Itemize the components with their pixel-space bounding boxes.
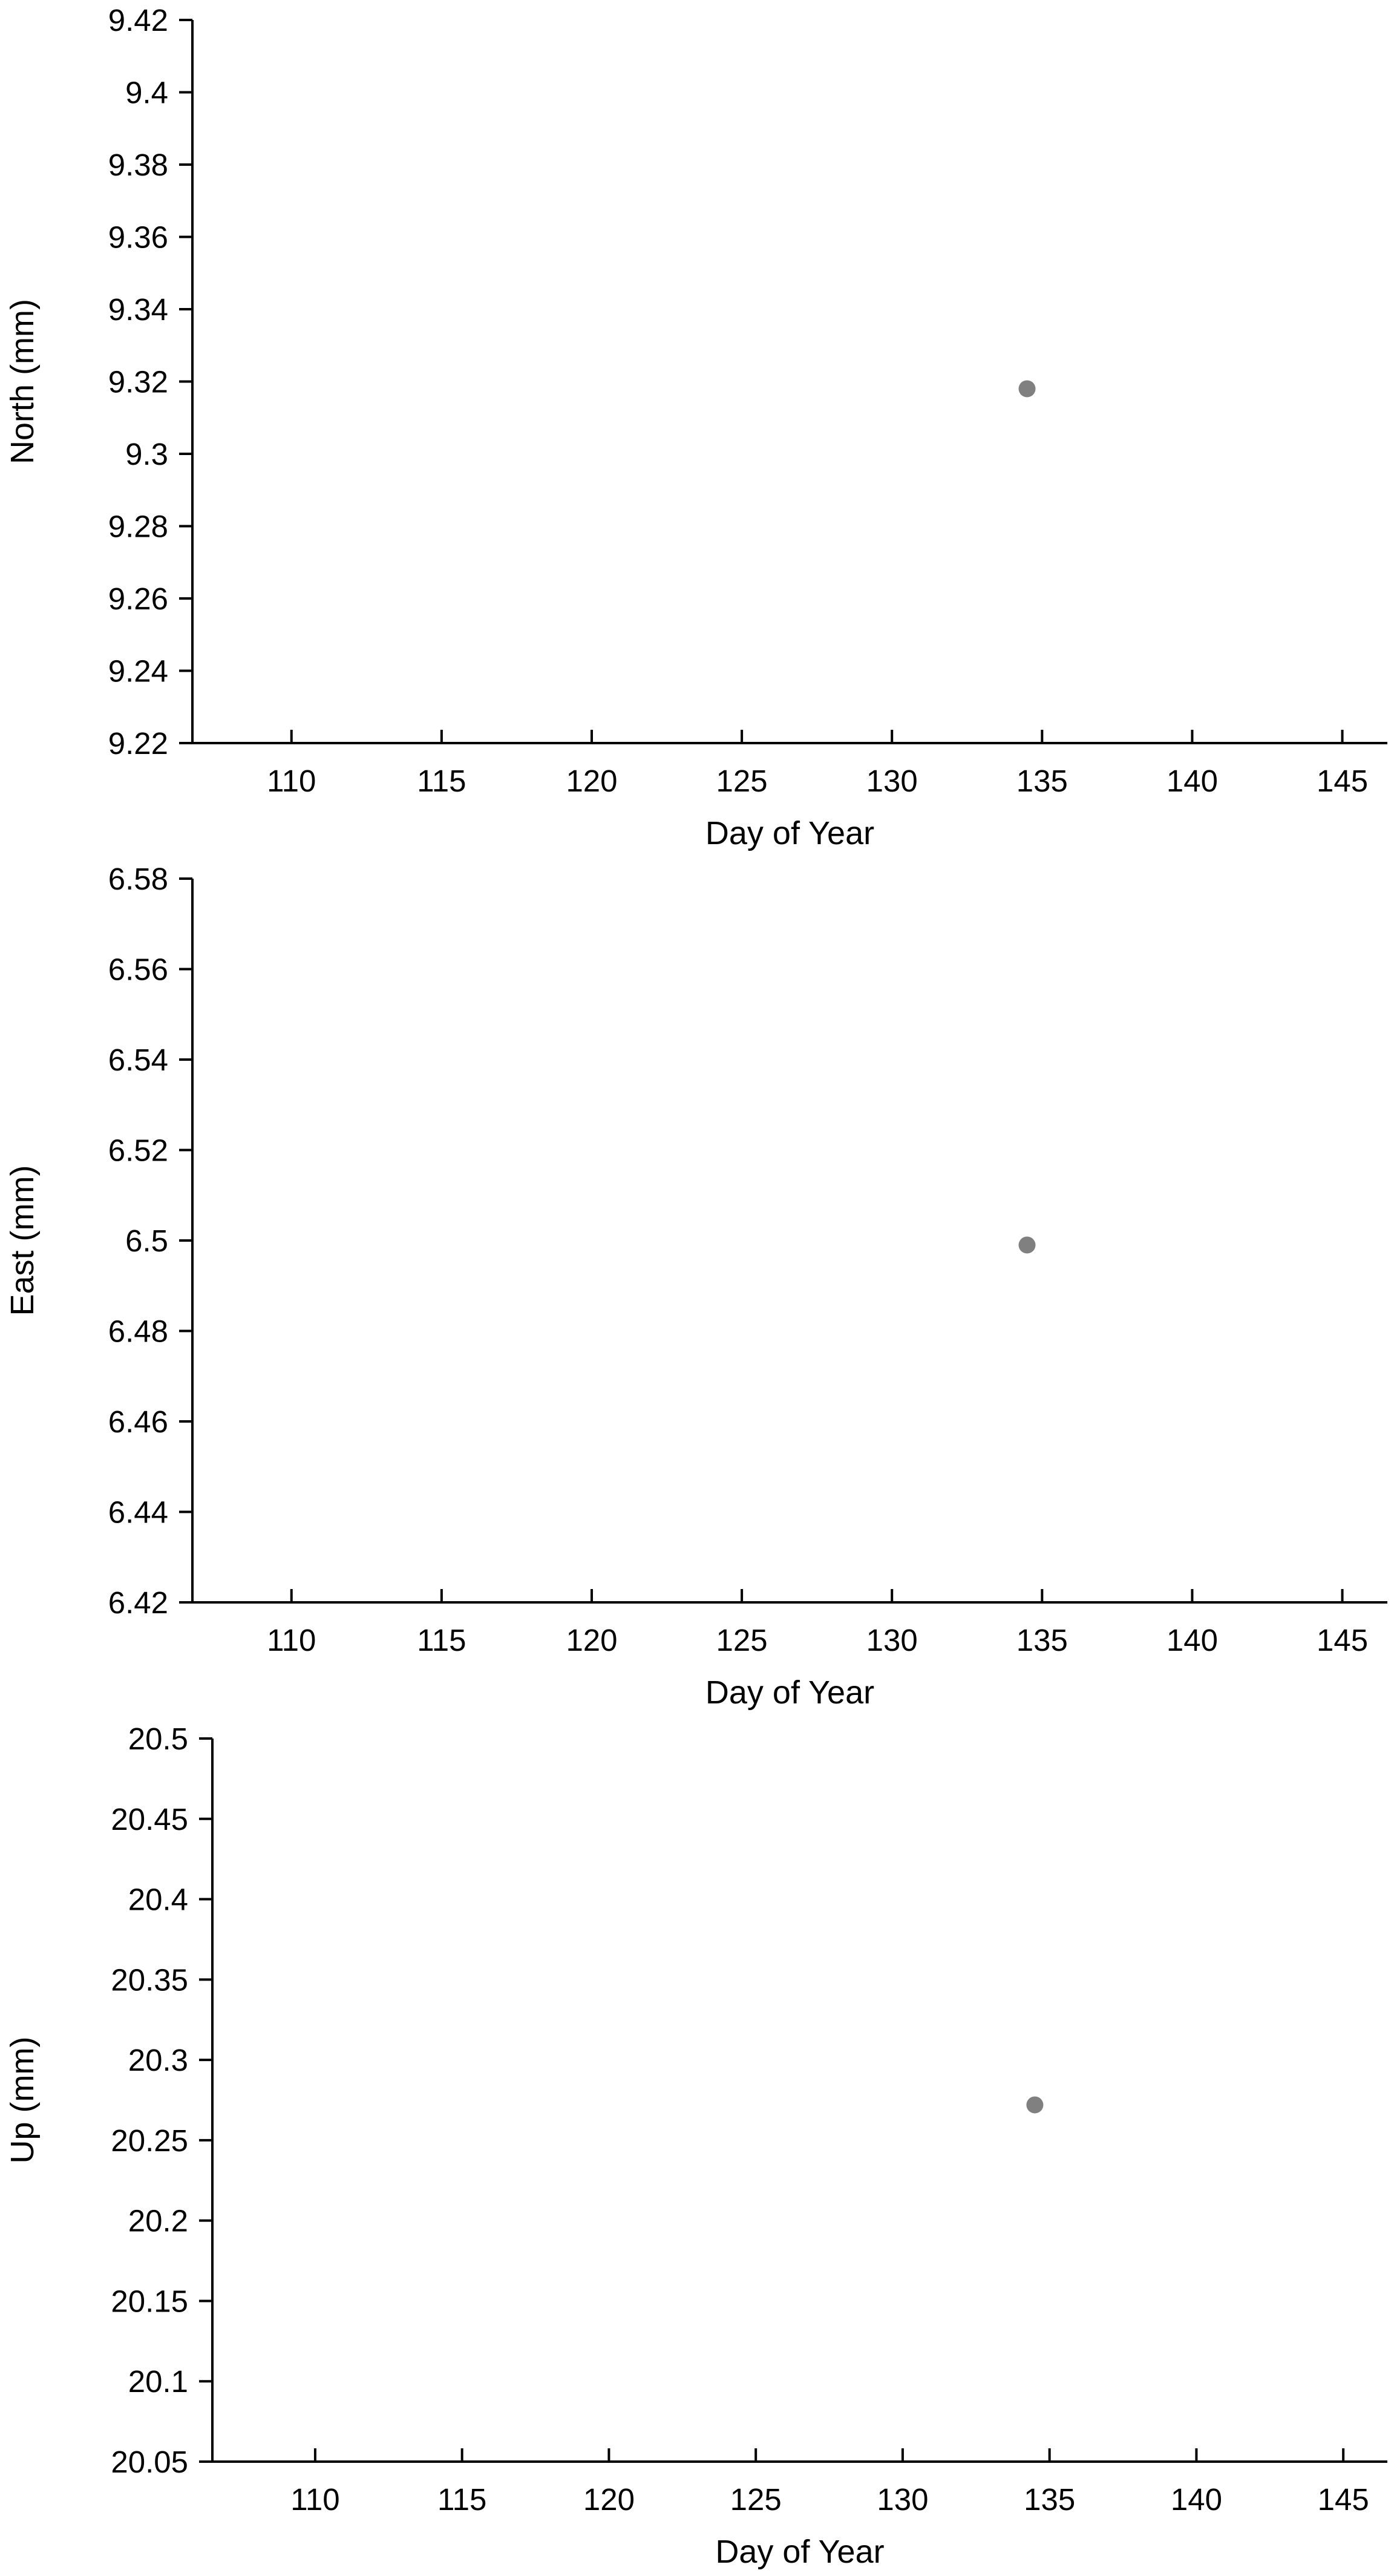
north-y-tick-label: 9.4 (125, 76, 168, 110)
east-y-tick-label: 6.46 (108, 1404, 168, 1439)
up-panel: 20.05 20.1 20.15 20.2 20.25 20.3 20.35 20.4 20.4… (4, 1722, 1387, 2570)
east-y-tick-label: 6.42 (108, 1585, 168, 1620)
up-data-point (1026, 2096, 1044, 2114)
north-x-tick-label: 135 (1016, 764, 1068, 798)
east-x-tick-label: 110 (267, 1623, 316, 1657)
up-y-tick-label: 20.3 (128, 2043, 188, 2077)
north-y-tick-label: 9.38 (108, 148, 168, 182)
north-y-tick-label: 9.32 (108, 365, 168, 399)
up-y-tick-label: 20.1 (128, 2364, 188, 2399)
north-x-axis-label: Day of Year (705, 815, 874, 851)
east-x-tick-label: 140 (1167, 1623, 1218, 1657)
north-x-tick-label: 140 (1167, 764, 1218, 798)
up-x-tick-label: 145 (1318, 2482, 1369, 2517)
north-y-tick-label: 9.24 (108, 654, 168, 689)
north-x-tick-label: 115 (417, 764, 466, 798)
up-y-tick-label: 20.25 (111, 2123, 188, 2158)
east-y-axis-label: East (mm) (4, 1165, 41, 1316)
up-y-tick-label: 20.45 (111, 1802, 188, 1837)
east-x-tick-label: 115 (417, 1623, 466, 1657)
up-x-axis-label: Day of Year (715, 2534, 884, 2570)
north-x-tick-label: 110 (267, 764, 316, 798)
north-data-point (1018, 380, 1036, 398)
up-x-tick-label: 135 (1024, 2482, 1075, 2517)
north-y-tick-label: 9.22 (108, 726, 168, 761)
up-y-tick-label: 20.15 (111, 2284, 188, 2318)
up-y-tick-label: 20.2 (128, 2204, 188, 2238)
north-y-tick-label: 9.28 (108, 510, 168, 544)
north-x-tick-label: 125 (716, 764, 768, 798)
up-y-tick-label: 20.4 (128, 1883, 188, 1917)
up-x-tick-label: 130 (877, 2482, 928, 2517)
up-x-tick-label: 120 (583, 2482, 635, 2517)
east-y-tick-label: 6.56 (108, 952, 168, 987)
up-x-tick-label: 140 (1171, 2482, 1222, 2517)
up-x-tick-label: 110 (290, 2482, 339, 2517)
north-panel: 9.22 9.24 9.26 9.28 9.3 9.32 9.34 9.36 9.38 9.4 9.… (4, 3, 1387, 851)
up-x-tick-label: 115 (437, 2482, 486, 2517)
east-x-tick-label: 130 (866, 1623, 918, 1657)
east-x-tick-label: 135 (1016, 1623, 1068, 1657)
north-y-tick-label: 9.3 (125, 437, 168, 471)
north-y-tick-label: 9.42 (108, 3, 168, 38)
north-y-tick-label: 9.36 (108, 220, 168, 255)
east-x-axis-label: Day of Year (705, 1674, 874, 1711)
north-x-tick-label: 130 (866, 764, 918, 798)
north-x-tick-label: 120 (566, 764, 617, 798)
east-x-tick-label: 145 (1317, 1623, 1368, 1657)
east-y-tick-label: 6.52 (108, 1133, 168, 1168)
east-y-tick-label: 6.58 (108, 862, 168, 896)
north-x-tick-label: 145 (1317, 764, 1368, 798)
up-y-axis-label: Up (mm) (4, 2037, 41, 2164)
up-y-tick-label: 20.35 (111, 1962, 188, 1997)
east-panel: 6.42 6.44 6.46 6.48 6.5 6.52 6.54 6.56 6.58 110 11… (4, 862, 1387, 1711)
east-x-tick-label: 120 (566, 1623, 617, 1657)
east-y-tick-label: 6.5 (125, 1224, 168, 1258)
north-y-axis-label: North (mm) (4, 299, 41, 464)
north-y-tick-label: 9.26 (108, 582, 168, 616)
east-y-tick-label: 6.54 (108, 1043, 168, 1077)
up-x-tick-label: 125 (730, 2482, 782, 2517)
east-y-tick-label: 6.44 (108, 1495, 168, 1530)
up-y-tick-label: 20.05 (111, 2445, 188, 2479)
north-y-tick-label: 9.34 (108, 292, 168, 327)
up-y-tick-label: 20.5 (128, 1722, 188, 1756)
east-y-tick-label: 6.48 (108, 1314, 168, 1349)
east-data-point (1018, 1236, 1036, 1254)
east-x-tick-label: 125 (716, 1623, 768, 1657)
